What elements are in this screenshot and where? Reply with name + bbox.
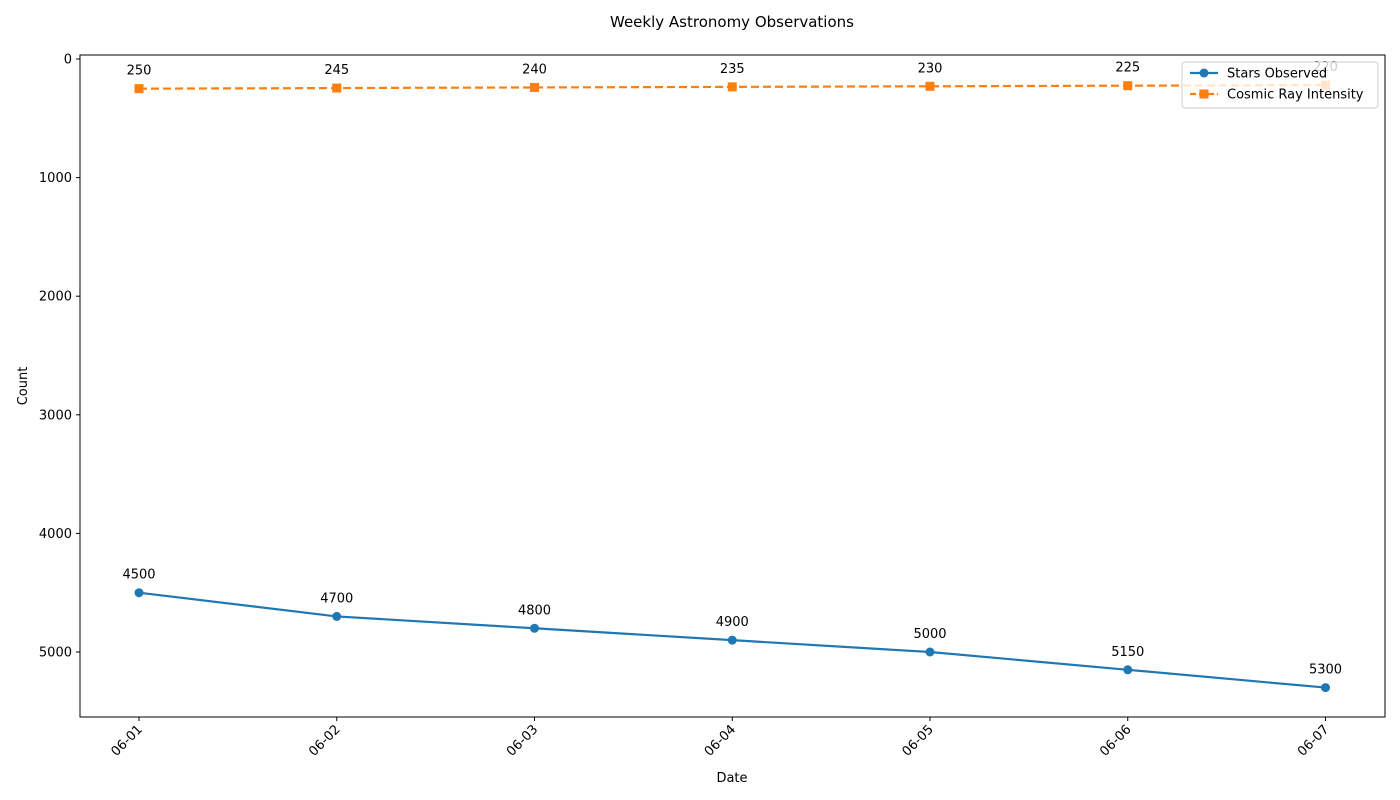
x-axis-title: Date (716, 771, 747, 786)
x-tick-label: 06-06 (1097, 722, 1134, 759)
legend-marker (1199, 68, 1209, 78)
legend: Stars Observed Cosmic Ray Intensity (1181, 61, 1379, 109)
legend-label: Cosmic Ray Intensity (1227, 88, 1364, 103)
x-tick-label: 06-07 (1295, 722, 1332, 759)
data-label: 225 (1115, 61, 1140, 76)
data-labels: 4500 4700 4800 4900 5000 5150 5300 250 245 240 235… (122, 60, 1342, 677)
data-point-marker (530, 82, 539, 92)
y-tick-label: 0 (64, 53, 72, 68)
data-point-marker (925, 81, 935, 91)
data-point-marker (727, 82, 737, 92)
y-axis: 0 1000 2000 3000 4000 5000 (39, 53, 80, 661)
data-point-marker (727, 635, 737, 645)
data-label: 5150 (1111, 645, 1144, 660)
data-point-marker (925, 647, 935, 657)
y-tick-label: 5000 (39, 646, 72, 661)
x-tick-label: 06-02 (306, 722, 343, 759)
data-point-marker (1123, 81, 1133, 91)
data-label: 250 (127, 64, 152, 79)
y-tick-label: 4000 (39, 527, 72, 542)
data-label: 4900 (716, 615, 749, 630)
legend-item: Stars Observed (1190, 67, 1327, 82)
y-tick-label: 3000 (39, 408, 72, 423)
data-point-marker (332, 611, 342, 621)
data-label: 240 (522, 62, 547, 77)
data-point-marker (1123, 665, 1133, 675)
data-point-marker (134, 84, 144, 94)
x-tick-label: 06-01 (109, 722, 146, 759)
data-label: 4500 (122, 568, 155, 583)
data-point-marker (332, 83, 342, 93)
series-cosmic-ray-intensity (134, 80, 1330, 94)
data-point-marker (134, 588, 144, 598)
data-label: 5300 (1309, 663, 1342, 678)
plot-series (134, 80, 1330, 693)
legend-marker (1199, 89, 1209, 99)
series-stars-observed (134, 588, 1330, 693)
data-point-marker (1321, 683, 1330, 693)
data-label: 4800 (518, 603, 551, 618)
x-tick-label: 06-05 (900, 722, 937, 759)
chart-title: Weekly Astronomy Observations (610, 13, 854, 31)
x-axis: 06-01 06-02 06-03 06-04 06-05 06-06 06-07 (109, 717, 1332, 760)
data-label: 5000 (913, 627, 946, 642)
data-label: 4700 (320, 591, 353, 606)
data-label: 230 (918, 61, 943, 76)
legend-label: Stars Observed (1227, 67, 1327, 82)
data-point-marker (530, 623, 539, 633)
legend-box (1181, 61, 1379, 109)
x-tick-label: 06-03 (504, 722, 541, 759)
plot-frame (79, 54, 1386, 718)
y-tick-label: 1000 (39, 171, 72, 186)
y-axis-title: Count (16, 367, 31, 406)
legend-item: Cosmic Ray Intensity (1190, 88, 1364, 103)
x-tick-label: 06-04 (702, 722, 739, 759)
data-label: 245 (324, 63, 349, 78)
y-tick-label: 2000 (39, 290, 72, 305)
data-label: 235 (720, 62, 745, 77)
